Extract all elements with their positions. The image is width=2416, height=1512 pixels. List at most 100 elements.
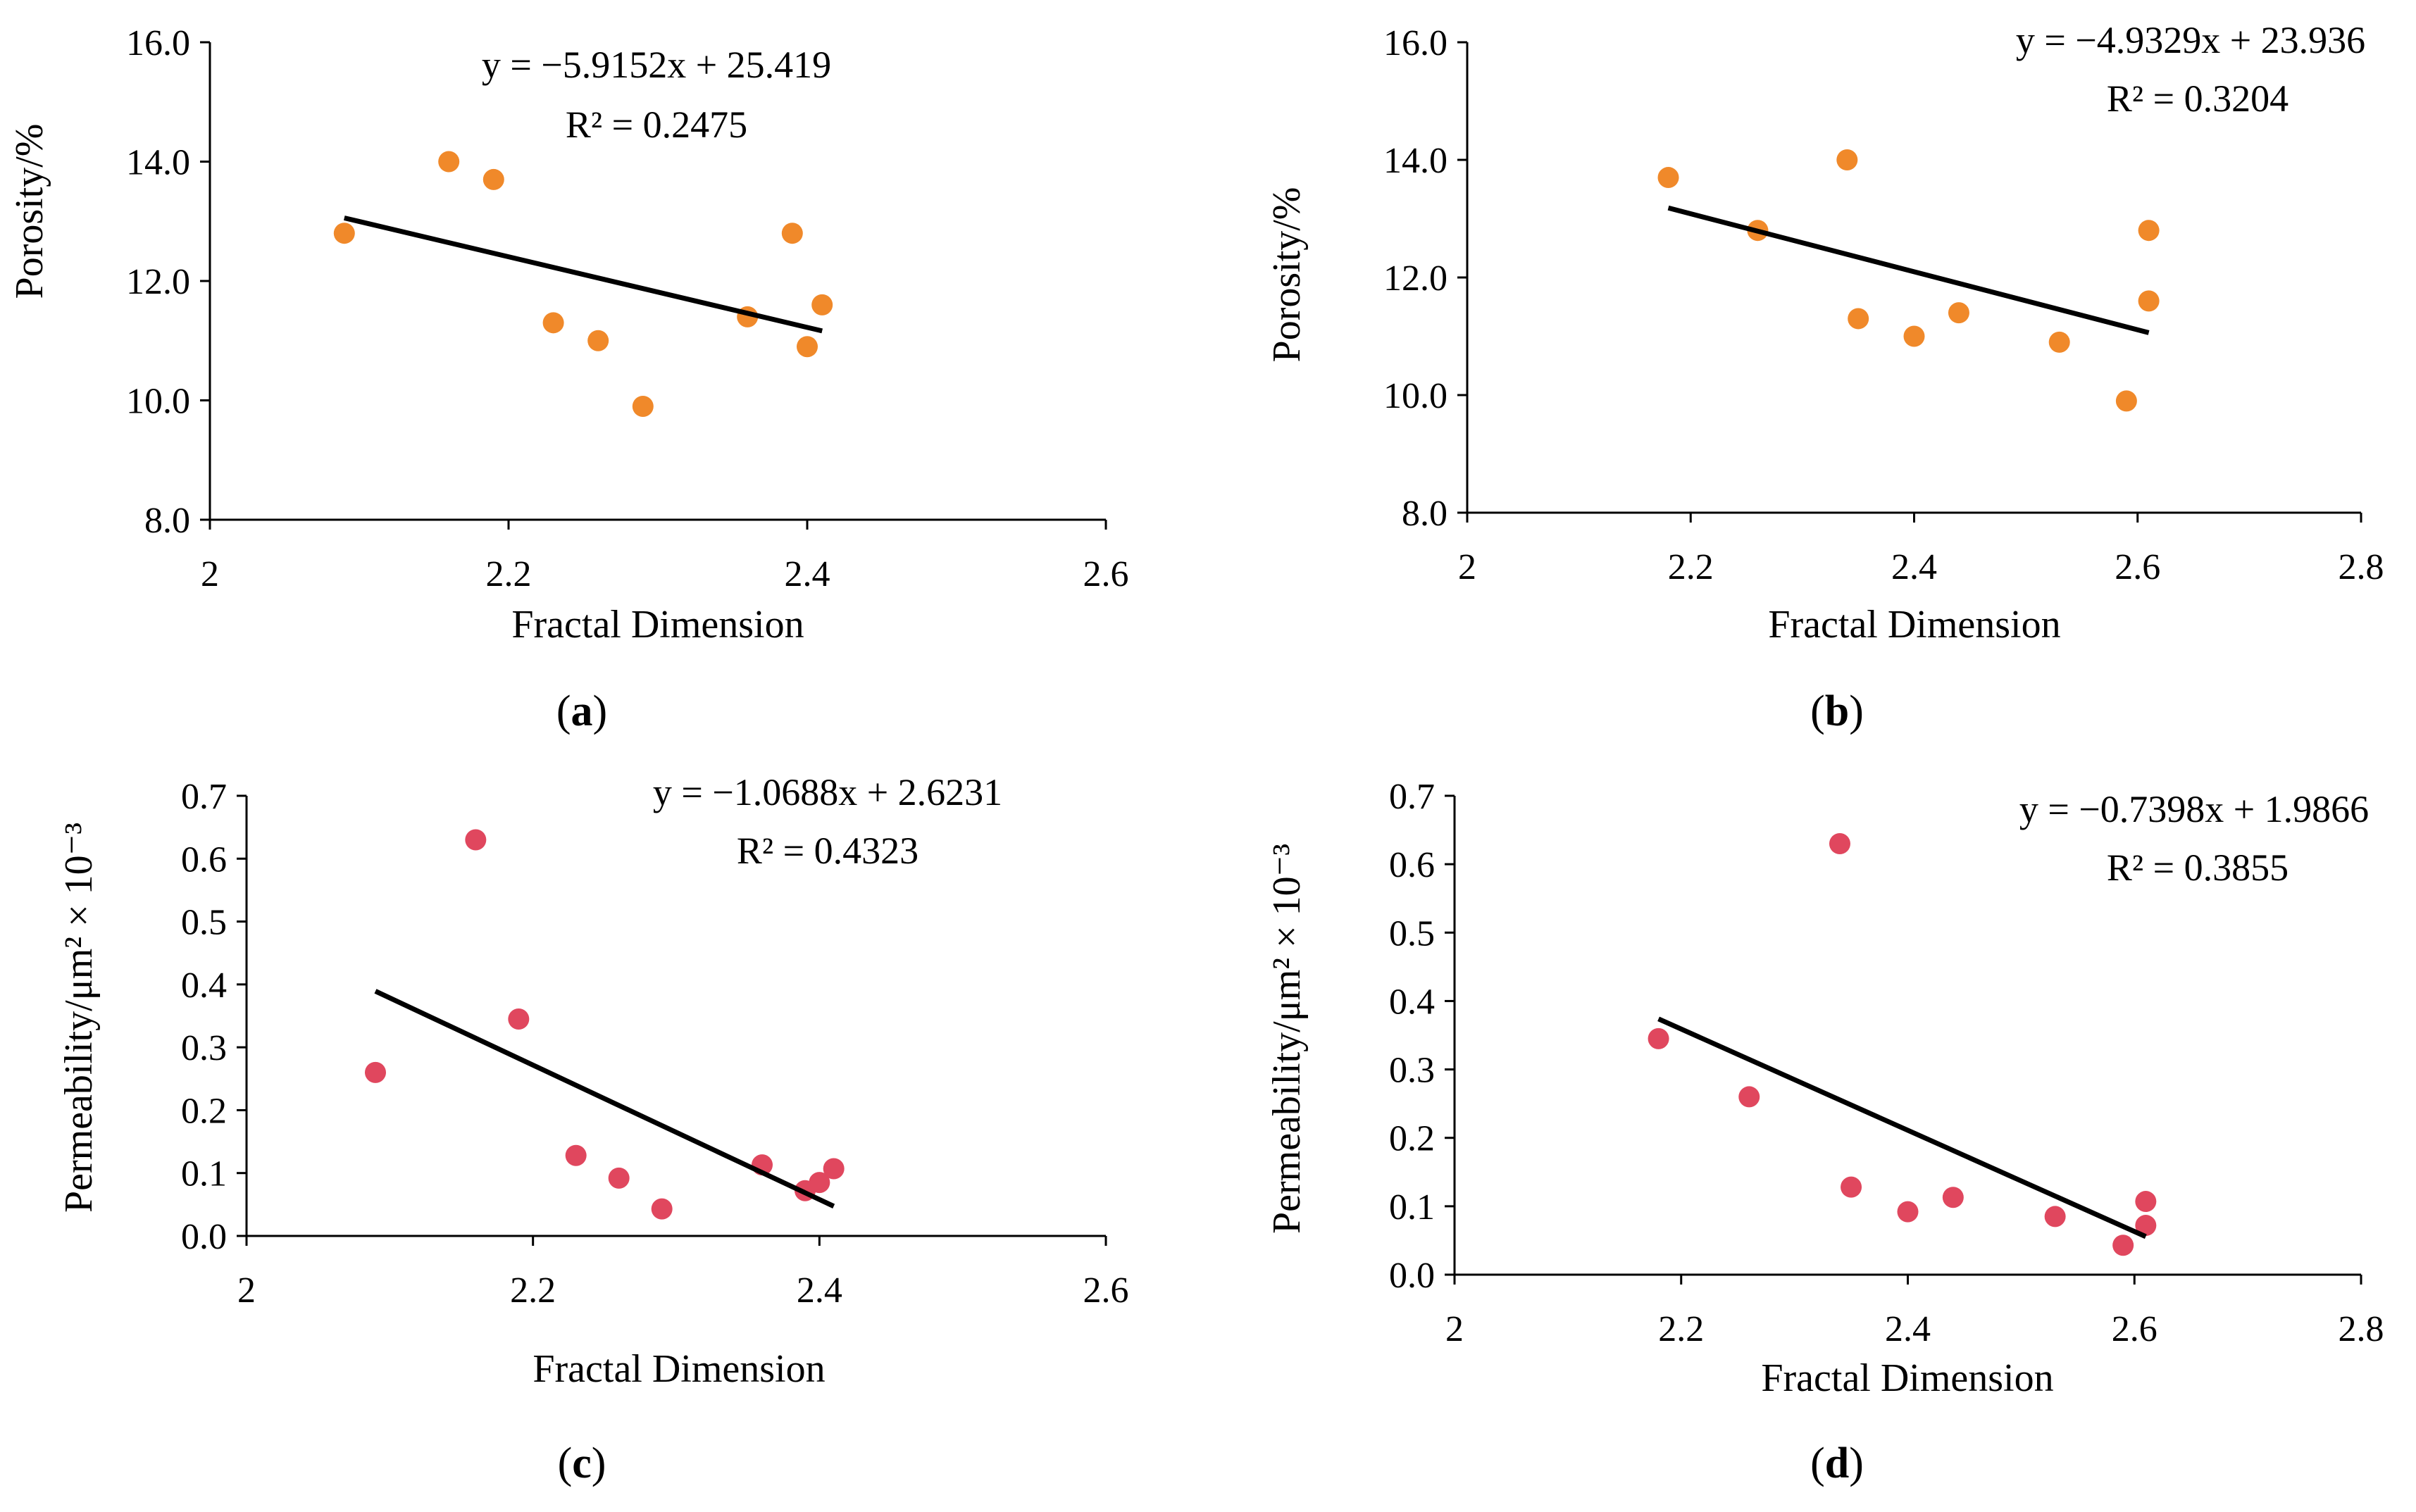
panel-caption: (b) — [1810, 687, 1864, 735]
y-tick-label: 0.2 — [1389, 1119, 1435, 1159]
data-point — [2115, 390, 2137, 412]
data-point — [2138, 220, 2160, 242]
x-tick-label: 2.6 — [2115, 547, 2160, 587]
x-tick-label: 2.8 — [2339, 1309, 2384, 1349]
x-axis-label: Fractal Dimension — [533, 1347, 825, 1391]
data-point — [608, 1167, 630, 1189]
y-tick-label: 12.0 — [126, 262, 190, 302]
y-tick-label: 12.0 — [1383, 258, 1447, 299]
data-point — [365, 1061, 386, 1083]
y-axis-label: Porosity/% — [1265, 187, 1309, 363]
x-tick-label: 2.8 — [2339, 547, 2384, 587]
data-point — [1648, 1027, 1669, 1049]
panel-caption: (c) — [558, 1439, 606, 1487]
data-point — [651, 1198, 673, 1220]
x-axis-label: Fractal Dimension — [1761, 1356, 2053, 1400]
y-tick-label: 8.0 — [1402, 494, 1447, 534]
panel-caption-open: ( — [558, 1439, 573, 1487]
trendline-equation: y = −5.9152x + 25.419 — [482, 44, 831, 86]
x-tick-label: 2.6 — [1083, 1270, 1129, 1311]
x-tick-label: 2.2 — [486, 554, 532, 594]
data-point — [2044, 1206, 2066, 1227]
data-point — [1848, 308, 1869, 330]
chart-panel-b: 8.0 10.0 12.0 14.0 16.0 2 2.2 2.4 2.6 2.8 Fractal … — [1265, 19, 2384, 735]
x-tick-label: 2.4 — [1891, 547, 1937, 587]
y-tick-label: 0.7 — [181, 777, 227, 817]
y-tick-label: 16.0 — [126, 23, 190, 63]
panel-caption-letter: c — [572, 1439, 592, 1487]
panel-caption-open: ( — [1810, 1439, 1825, 1487]
data-point — [2135, 1191, 2157, 1213]
trendline — [1657, 1016, 2147, 1239]
data-point — [2135, 1215, 2157, 1237]
x-tick-label: 2.6 — [1083, 554, 1129, 594]
panel-caption-close: ) — [1849, 1439, 1864, 1487]
y-tick-label: 0.3 — [181, 1028, 227, 1068]
y-axis-label: Permeability/μm² × 10⁻³ — [57, 823, 101, 1213]
data-point — [1657, 167, 1679, 189]
panel-caption-letter: b — [1825, 687, 1849, 735]
panel-caption: (a) — [556, 687, 607, 735]
y-tick-label: 0.4 — [181, 966, 227, 1006]
x-tick-label: 2.2 — [1668, 547, 1714, 587]
y-tick-label: 10.0 — [126, 382, 190, 422]
panel-caption-close: ) — [593, 687, 608, 735]
y-tick-label: 0.1 — [181, 1154, 227, 1194]
x-tick-label: 2.4 — [785, 554, 830, 594]
y-tick-label: 0.5 — [181, 903, 227, 943]
y-tick-label: 16.0 — [1383, 23, 1447, 63]
y-tick-label: 0.6 — [1389, 845, 1435, 885]
data-point — [587, 330, 609, 351]
data-point — [1836, 149, 1858, 170]
y-tick-label: 0.0 — [1389, 1256, 1435, 1296]
x-tick-label: 2.4 — [797, 1270, 842, 1311]
y-tick-label: 0.1 — [1389, 1187, 1435, 1227]
data-point — [1841, 1176, 1862, 1198]
panel-caption-letter: a — [571, 687, 593, 735]
trendline-equation: y = −4.9329x + 23.936 — [2016, 19, 2365, 61]
x-tick-label: 2 — [1445, 1309, 1464, 1349]
chart-panel-a: 8.0 10.0 12.0 14.0 16.0 2 2.2 2.4 2.6 Fractal Dim… — [8, 23, 1129, 735]
y-tick-label: 10.0 — [1383, 376, 1447, 416]
data-point — [438, 151, 460, 173]
y-tick-label: 0.4 — [1389, 982, 1435, 1022]
data-point — [1897, 1201, 1919, 1223]
panel-caption-open: ( — [1810, 687, 1825, 735]
panel-caption-close: ) — [1849, 687, 1864, 735]
data-point — [2048, 331, 2070, 353]
data-point — [333, 223, 355, 244]
x-tick-label: 2.6 — [2112, 1309, 2157, 1349]
r-squared-label: R² = 0.3855 — [2107, 846, 2289, 889]
data-point — [2138, 290, 2160, 312]
trendline — [374, 989, 835, 1208]
r-squared-label: R² = 0.4323 — [737, 830, 919, 872]
data-point — [508, 1008, 530, 1030]
chart-panel-d: 0.0 0.1 0.2 0.3 0.4 0.5 0.6 0.7 2 2.2 2.4 2.6 2.8 Fra… — [1265, 777, 2384, 1487]
data-point — [823, 1158, 845, 1180]
data-point — [482, 168, 504, 190]
r-squared-label: R² = 0.3204 — [2107, 77, 2289, 120]
data-point — [1948, 302, 1969, 324]
data-point — [797, 336, 818, 358]
x-axis-label: Fractal Dimension — [511, 603, 804, 646]
chart-panel-c: 0.0 0.1 0.2 0.3 0.4 0.5 0.6 0.7 2 2.2 2.4 2.6 Fracta… — [57, 771, 1129, 1487]
x-axis-label: Fractal Dimension — [1768, 603, 2060, 646]
trendline — [343, 215, 823, 334]
x-tick-label: 2.4 — [1885, 1309, 1931, 1349]
data-point — [1942, 1187, 1964, 1208]
y-tick-label: 0.5 — [1389, 913, 1435, 954]
data-point — [1903, 325, 1925, 347]
y-tick-label: 0.0 — [181, 1217, 227, 1257]
y-tick-label: 14.0 — [126, 143, 190, 183]
data-point — [2112, 1235, 2134, 1256]
data-point — [809, 1172, 830, 1194]
x-tick-label: 2 — [237, 1270, 256, 1311]
x-tick-label: 2.2 — [510, 1270, 556, 1311]
panel-caption-letter: d — [1825, 1439, 1849, 1487]
data-point — [781, 223, 803, 244]
x-tick-label: 2 — [201, 554, 219, 594]
data-point — [565, 1144, 587, 1166]
data-point — [1738, 1086, 1760, 1108]
data-point — [1829, 833, 1850, 854]
